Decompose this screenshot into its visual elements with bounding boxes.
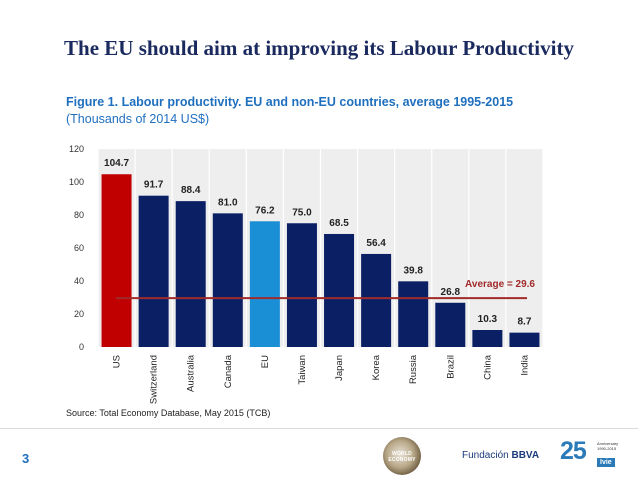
anniversary-note: Anniversary 1990-2015 [597, 441, 619, 451]
x-tick-label: Taiwan [297, 355, 308, 385]
bar [324, 233, 355, 347]
slide-title: The EU should aim at improving its Labou… [64, 36, 574, 60]
data-label: 88.4 [181, 185, 201, 196]
world-economy-logo-text: WORLD ECONOMY [388, 451, 416, 463]
bar [138, 195, 169, 347]
bar [398, 281, 429, 347]
bar [212, 213, 243, 347]
figure-subtitle: (Thousands of 2014 US$) [66, 112, 210, 126]
data-label: 8.7 [518, 317, 532, 328]
x-tick-label: India [519, 354, 530, 375]
data-label: 76.2 [255, 205, 275, 216]
data-label: 26.8 [441, 287, 461, 298]
y-tick-label: 120 [69, 144, 84, 154]
x-tick-label: US [112, 355, 123, 368]
x-tick-label: Canada [223, 354, 234, 388]
fundacion-text: Fundación [462, 450, 509, 461]
bar [249, 221, 280, 347]
bar [472, 330, 503, 347]
bar [509, 332, 540, 347]
x-tick-label: Australia [186, 354, 197, 392]
bar [435, 302, 466, 347]
data-label: 81.0 [218, 197, 238, 208]
x-tick-label: Japan [334, 355, 345, 381]
data-label: 10.3 [478, 314, 498, 325]
data-label: 68.5 [329, 218, 349, 229]
x-tick-label: Switzerland [149, 355, 160, 404]
y-tick-label: 60 [74, 243, 84, 253]
x-tick-label: Brazil [445, 355, 456, 379]
world-economy-logo [383, 437, 421, 475]
bar-chart: 0 20 40 60 80 100 120 104.7 US 91.7 Switzerland 88.… [69, 144, 544, 404]
page-number: 3 [22, 451, 30, 466]
ivie-logo: Ivie [597, 458, 615, 467]
bar [286, 223, 317, 347]
figure-title: Figure 1. Labour productivity. EU and no… [66, 95, 514, 109]
data-label: 56.4 [366, 238, 386, 249]
x-tick-label: EU [260, 355, 271, 368]
bar [101, 174, 132, 347]
bar [361, 253, 392, 347]
x-tick-label: Russia [408, 354, 419, 384]
y-tick-label: 80 [74, 210, 84, 220]
bbva-text: BBVA [511, 450, 540, 461]
anniversary-logo: 25 [560, 437, 587, 465]
footer-divider [0, 428, 638, 429]
source-note: Source: Total Economy Database, May 2015… [66, 408, 271, 418]
data-label: 104.7 [104, 158, 129, 169]
y-tick-label: 100 [69, 177, 84, 187]
bar [175, 201, 206, 347]
y-tick-label: 20 [74, 309, 84, 319]
data-label: 75.0 [292, 207, 312, 218]
x-tick-label: China [482, 354, 493, 380]
data-label: 39.8 [403, 265, 423, 276]
average-label: Average = 29.6 [465, 279, 535, 290]
x-tick-label: Korea [371, 354, 382, 380]
fundacion-bbva-logo: Fundación BBVA [462, 450, 539, 461]
y-tick-label: 0 [79, 342, 84, 352]
y-tick-label: 40 [74, 276, 84, 286]
data-label: 91.7 [144, 180, 164, 191]
